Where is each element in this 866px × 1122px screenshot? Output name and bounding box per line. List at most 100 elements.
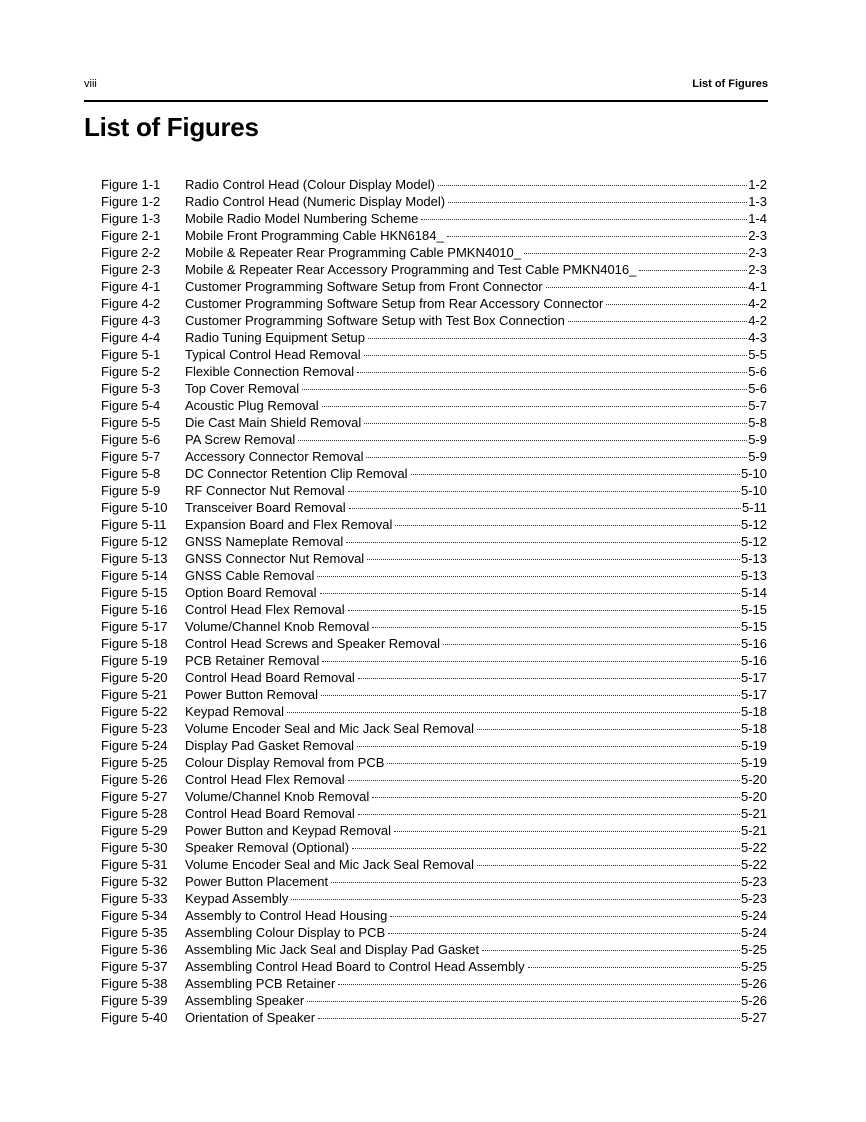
- figure-label: Figure 5-32: [101, 874, 168, 889]
- figure-title: Control Head Screws and Speaker Removal: [185, 636, 441, 651]
- figure-entry[interactable]: Figure 5-25 Colour Display Removal from P…: [101, 754, 767, 771]
- dot-leader: [388, 933, 740, 934]
- figure-entry[interactable]: Figure 1-3 Mobile Radio Model Numbering S…: [101, 210, 767, 227]
- figure-entry[interactable]: Figure 4-4 Radio Tuning Equipment Setup 4-…: [101, 329, 767, 346]
- figure-entry[interactable]: Figure 5-36 Assembling Mic Jack Seal and …: [101, 941, 767, 958]
- figure-entry[interactable]: Figure 2-1 Mobile Front Programming Cable…: [101, 227, 767, 244]
- figure-page-number: 5-13: [740, 568, 767, 583]
- dot-leader: [352, 848, 740, 849]
- figure-label: Figure 5-23: [101, 721, 168, 736]
- figure-entry[interactable]: Figure 5-14 GNSS Cable Removal 5-13: [101, 567, 767, 584]
- figure-label: Figure 5-12: [101, 534, 168, 549]
- figure-entry[interactable]: Figure 4-2 Customer Programming Software …: [101, 295, 767, 312]
- figure-title: Radio Tuning Equipment Setup: [185, 330, 365, 345]
- dot-leader: [545, 287, 748, 288]
- figure-title: Control Head Flex Removal: [185, 772, 345, 787]
- dot-leader: [448, 202, 748, 203]
- figure-label: Figure 5-4: [101, 398, 161, 413]
- figure-label: Figure 5-1: [101, 347, 161, 362]
- figure-entry[interactable]: Figure 5-33 Keypad Assembly 5-23: [101, 890, 767, 907]
- figure-label: Figure 5-13: [101, 551, 168, 566]
- dot-leader: [367, 338, 748, 339]
- figure-entry[interactable]: Figure 5-21 Power Button Removal 5-17: [101, 686, 767, 703]
- figure-entry[interactable]: Figure 5-20 Control Head Board Removal 5-1…: [101, 669, 767, 686]
- figure-entry[interactable]: Figure 5-4 Acoustic Plug Removal 5-7: [101, 397, 767, 414]
- figure-entry[interactable]: Figure 5-7 Accessory Connector Removal 5-9: [101, 448, 767, 465]
- figure-entry[interactable]: Figure 5-38 Assembling PCB Retainer 5-26: [101, 975, 767, 992]
- dot-leader: [363, 355, 748, 356]
- figure-title: Radio Control Head (Colour Display Model…: [185, 177, 435, 192]
- figure-entry[interactable]: Figure 5-22 Keypad Removal 5-18: [101, 703, 767, 720]
- figure-entry[interactable]: Figure 4-3 Customer Programming Software …: [101, 312, 767, 329]
- figure-title: Colour Display Removal from PCB: [185, 755, 385, 770]
- figure-entry[interactable]: Figure 5-28 Control Head Board Removal 5-2…: [101, 805, 767, 822]
- figure-label: Figure 5-18: [101, 636, 168, 651]
- page-title: List of Figures: [84, 112, 259, 142]
- figure-page-number: 5-26: [740, 976, 767, 991]
- figure-entry[interactable]: Figure 5-6 PA Screw Removal 5-9: [101, 431, 767, 448]
- figure-entry[interactable]: Figure 1-1 Radio Control Head (Colour Dis…: [101, 176, 767, 193]
- figure-label: Figure 5-25: [101, 755, 168, 770]
- dot-leader: [302, 389, 748, 390]
- dot-leader: [567, 321, 748, 322]
- figure-label: Figure 5-5: [101, 415, 161, 430]
- dot-leader: [357, 678, 740, 679]
- dot-leader: [357, 746, 740, 747]
- figure-entry[interactable]: Figure 5-26 Control Head Flex Removal 5-20: [101, 771, 767, 788]
- dot-leader: [446, 236, 748, 237]
- figure-entry[interactable]: Figure 5-29 Power Button and Keypad Remov…: [101, 822, 767, 839]
- figure-entry[interactable]: Figure 5-39 Assembling Speaker 5-26: [101, 992, 767, 1009]
- figure-entry[interactable]: Figure 5-23 Volume Encoder Seal and Mic J…: [101, 720, 767, 737]
- figure-title: Transceiver Board Removal: [185, 500, 346, 515]
- figure-entry[interactable]: Figure 5-3 Top Cover Removal 5-6: [101, 380, 767, 397]
- figure-entry[interactable]: Figure 5-8 DC Connector Retention Clip Re…: [101, 465, 767, 482]
- figure-page-number: 5-18: [740, 704, 767, 719]
- figure-entry[interactable]: Figure 5-37 Assembling Control Head Board…: [101, 958, 767, 975]
- figure-entry[interactable]: Figure 5-24 Display Pad Gasket Removal 5-1…: [101, 737, 767, 754]
- figure-entry[interactable]: Figure 5-40 Orientation of Speaker 5-27: [101, 1009, 767, 1026]
- dot-leader: [331, 882, 740, 883]
- figure-entry[interactable]: Figure 5-5 Die Cast Main Shield Removal 5-…: [101, 414, 767, 431]
- figure-entry[interactable]: Figure 5-9 RF Connector Nut Removal 5-10: [101, 482, 767, 499]
- figure-page-number: 5-20: [740, 772, 767, 787]
- figure-entry[interactable]: Figure 5-31 Volume Encoder Seal and Mic J…: [101, 856, 767, 873]
- dot-leader: [410, 474, 740, 475]
- figure-entry[interactable]: Figure 2-2 Mobile & Repeater Rear Program…: [101, 244, 767, 261]
- figure-label: Figure 5-27: [101, 789, 168, 804]
- dot-leader: [338, 984, 740, 985]
- figure-page-number: 5-25: [740, 942, 767, 957]
- figure-title: Volume Encoder Seal and Mic Jack Seal Re…: [185, 857, 475, 872]
- figure-title: Power Button Placement: [185, 874, 329, 889]
- figure-page-number: 5-24: [740, 925, 767, 940]
- figure-label: Figure 5-40: [101, 1010, 168, 1025]
- figure-entry[interactable]: Figure 2-3 Mobile & Repeater Rear Accesso…: [101, 261, 767, 278]
- figure-entry[interactable]: Figure 5-32 Power Button Placement 5-23: [101, 873, 767, 890]
- figure-page-number: 5-26: [740, 993, 767, 1008]
- figure-entry[interactable]: Figure 5-2 Flexible Connection Removal 5-6: [101, 363, 767, 380]
- figure-title: RF Connector Nut Removal: [185, 483, 345, 498]
- figure-entry[interactable]: Figure 5-12 GNSS Nameplate Removal 5-12: [101, 533, 767, 550]
- figure-entry[interactable]: Figure 5-27 Volume/Channel Knob Removal 5-…: [101, 788, 767, 805]
- figure-page-number: 5-25: [740, 959, 767, 974]
- figure-entry[interactable]: Figure 5-15 Option Board Removal 5-14: [101, 584, 767, 601]
- dot-leader: [438, 185, 748, 186]
- figure-page-number: 5-19: [740, 755, 767, 770]
- dot-leader: [639, 270, 748, 271]
- figure-entry[interactable]: Figure 5-35 Assembling Colour Display to …: [101, 924, 767, 941]
- dot-leader: [387, 763, 740, 764]
- figure-entry[interactable]: Figure 1-2 Radio Control Head (Numeric Di…: [101, 193, 767, 210]
- figure-entry[interactable]: Figure 5-10 Transceiver Board Removal 5-11: [101, 499, 767, 516]
- figure-entry[interactable]: Figure 5-34 Assembly to Control Head Hous…: [101, 907, 767, 924]
- dot-leader: [367, 559, 740, 560]
- figure-entry[interactable]: Figure 5-30 Speaker Removal (Optional) 5-2…: [101, 839, 767, 856]
- figure-entry[interactable]: Figure 5-16 Control Head Flex Removal 5-15: [101, 601, 767, 618]
- figure-entry[interactable]: Figure 5-13 GNSS Connector Nut Removal 5-1…: [101, 550, 767, 567]
- figure-entry[interactable]: Figure 5-1 Typical Control Head Removal 5-…: [101, 346, 767, 363]
- figure-entry[interactable]: Figure 5-11 Expansion Board and Flex Remo…: [101, 516, 767, 533]
- figure-entry[interactable]: Figure 5-19 PCB Retainer Removal 5-16: [101, 652, 767, 669]
- figure-entry[interactable]: Figure 4-1 Customer Programming Software …: [101, 278, 767, 295]
- figure-page-number: 5-23: [740, 891, 767, 906]
- dot-leader: [319, 593, 740, 594]
- figure-entry[interactable]: Figure 5-17 Volume/Channel Knob Removal 5-…: [101, 618, 767, 635]
- figure-entry[interactable]: Figure 5-18 Control Head Screws and Speak…: [101, 635, 767, 652]
